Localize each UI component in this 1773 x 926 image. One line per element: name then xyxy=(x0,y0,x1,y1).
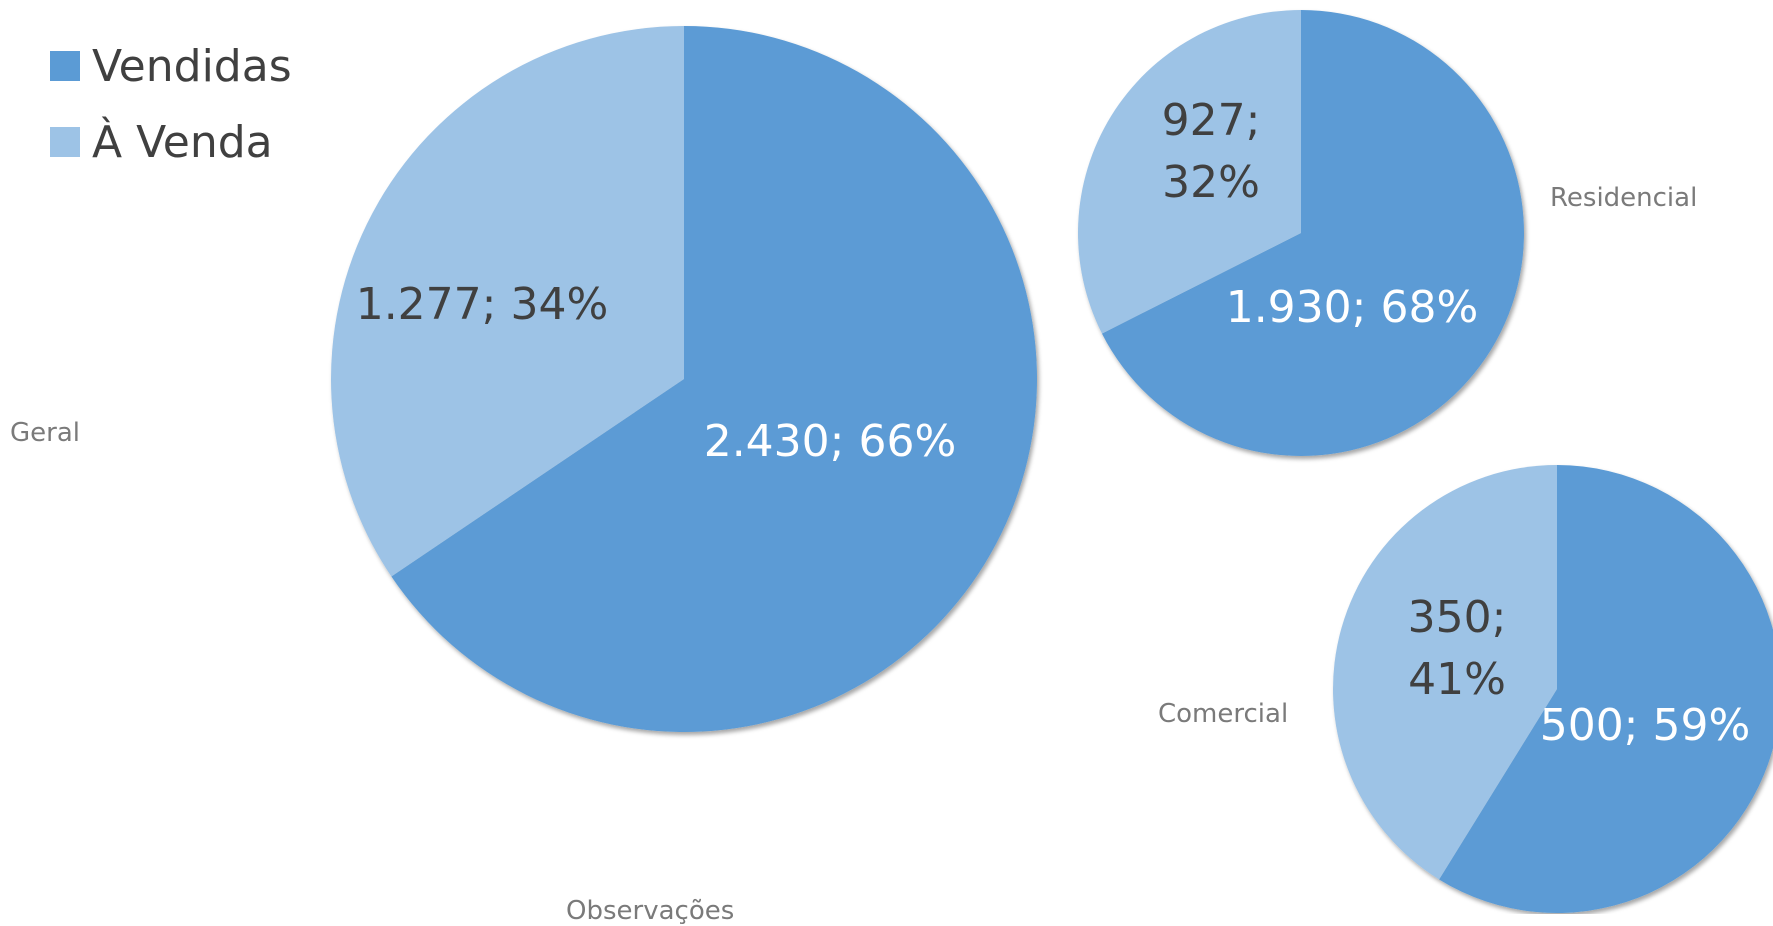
pie-slice-geral-a-venda xyxy=(331,26,684,577)
legend-label-vendidas: Vendidas xyxy=(92,40,292,92)
data-label-residencial-vendidas: 1.930; 68% xyxy=(1226,282,1479,333)
pie-slice-geral-vendidas xyxy=(391,26,1037,733)
legend-swatch-vendidas xyxy=(50,51,80,81)
pie-geral xyxy=(331,26,1037,733)
pie-residencial xyxy=(1078,10,1525,456)
pie-slice-residencial-vendidas xyxy=(1101,10,1525,456)
chart-title-geral: Geral xyxy=(10,418,80,448)
legend-swatch-a-venda xyxy=(50,127,80,157)
pie-slice-residencial-a-venda xyxy=(1078,10,1301,334)
chart-title-residencial: Residencial xyxy=(1550,183,1698,213)
pie-comercial xyxy=(1333,464,1773,913)
footer-text: Observações xyxy=(566,896,735,926)
chart-title-comercial: Comercial xyxy=(1158,699,1289,729)
pie-slice-comercial-a-venda xyxy=(1333,464,1557,880)
legend-label-a-venda: À Venda xyxy=(92,116,273,168)
data-label-residencial-a-venda: 927; 32% xyxy=(1162,95,1261,208)
pie-slice-comercial-vendidas xyxy=(1439,465,1773,913)
legend-item-a-venda: À Venda xyxy=(50,104,292,180)
legend: Vendidas À Venda xyxy=(50,28,292,180)
data-label-geral-vendidas: 2.430; 66% xyxy=(704,416,957,467)
data-label-comercial-a-venda: 350; 41% xyxy=(1408,592,1507,705)
data-label-comercial-vendidas: 500; 59% xyxy=(1540,700,1751,751)
legend-item-vendidas: Vendidas xyxy=(50,28,292,104)
data-label-geral-a-venda: 1.277; 34% xyxy=(356,279,609,330)
